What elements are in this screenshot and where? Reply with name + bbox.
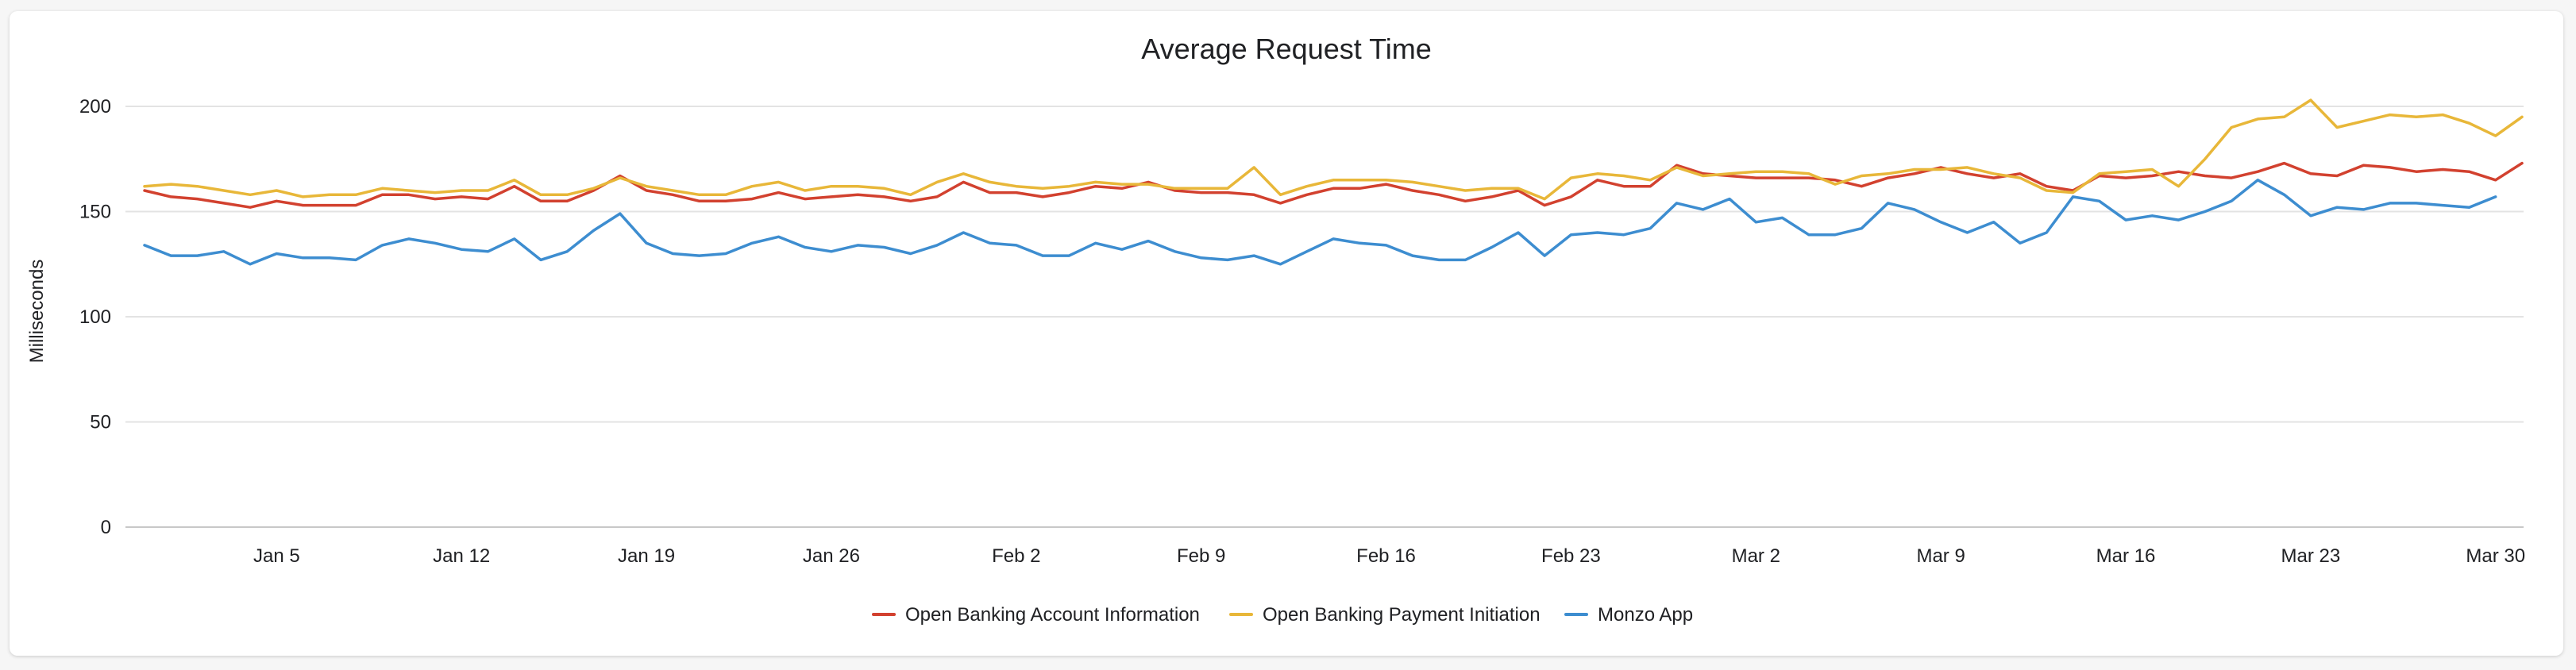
x-tick-label: Jan 19 [618,545,675,567]
y-tick-label: 150 [79,202,111,223]
legend-label: Open Banking Payment Initiation [1263,604,1541,626]
gridlines [125,106,2524,528]
series-line-0 [143,161,2524,209]
y-tick-label: 200 [79,96,111,117]
x-tick-label: Mar 30 [2466,545,2525,567]
y-tick-label: 100 [79,306,111,328]
x-tick-label: Feb 16 [1356,545,1416,567]
y-axis-ticks: 0 50 100 150 200 [79,96,111,538]
legend-label: Open Banking Account Information [905,604,1200,626]
legend: Open Banking Account Information Open Ban… [872,604,1693,626]
x-tick-label: Feb 2 [992,545,1040,567]
x-tick-label: Jan 12 [433,545,490,567]
chart-title: Average Request Time [1141,33,1432,65]
chart-card: Average Request Time Milliseconds 0 50 100… [10,11,2563,656]
legend-label: Monzo App [1598,604,1693,626]
y-tick-label: 0 [101,517,111,538]
series-lines [143,98,2524,266]
y-tick-label: 50 [90,412,111,433]
y-axis-title: Milliseconds [26,260,48,364]
x-tick-label: Mar 2 [1732,545,1780,567]
series-line-1 [143,98,2524,201]
x-axis-ticks: Jan 5 Jan 12 Jan 19 Jan 26 Feb 2 Feb 9 Feb 16 F… [253,545,2525,567]
line-chart: Average Request Time Milliseconds 0 50 100… [26,33,2525,626]
x-tick-label: Feb 23 [1541,545,1601,567]
x-tick-label: Jan 5 [253,545,300,567]
x-tick-label: Feb 9 [1177,545,1225,567]
x-tick-label: Mar 23 [2281,545,2341,567]
x-tick-label: Mar 9 [1916,545,1965,567]
x-tick-label: Jan 26 [803,545,860,567]
x-tick-label: Mar 16 [2096,545,2156,567]
series-line-2 [143,179,2497,266]
